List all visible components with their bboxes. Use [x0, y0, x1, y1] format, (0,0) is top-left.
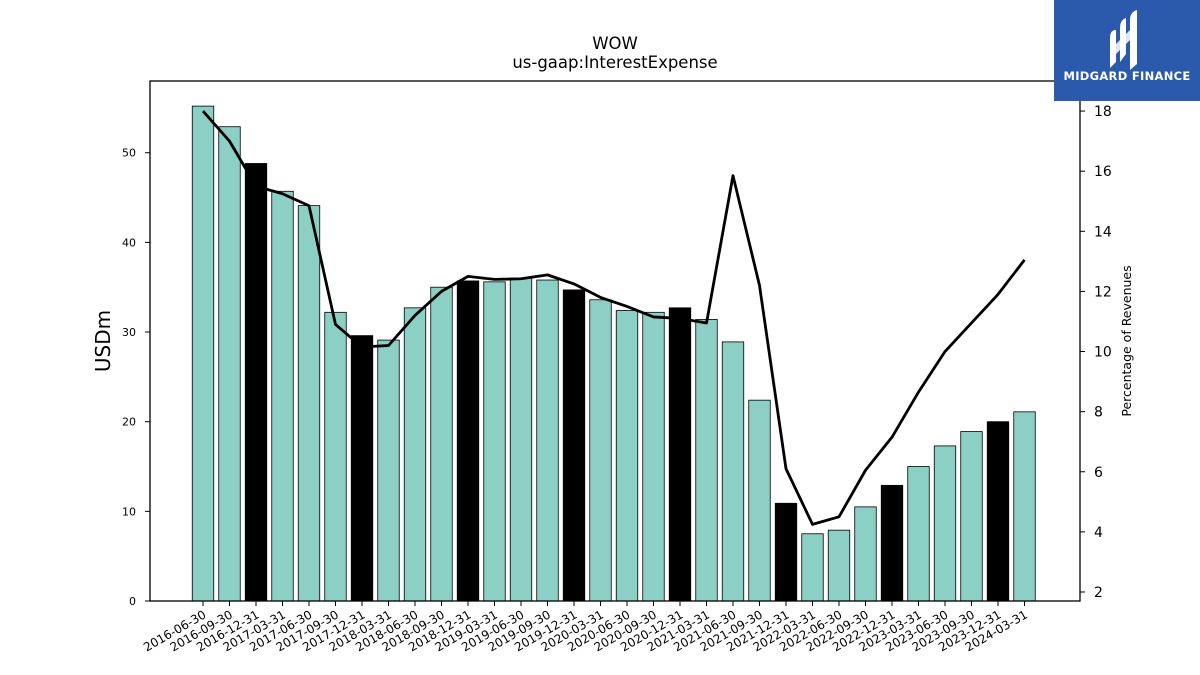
- percentage-of-revenues-line: [201, 110, 1026, 526]
- bar-2016-09-30: [218, 126, 241, 602]
- bar-2023-06-30: [933, 445, 957, 602]
- bar-2021-09-30: [748, 399, 771, 602]
- y-tick-label: 50: [122, 147, 136, 160]
- y2-tick-label: 18: [1094, 104, 1112, 120]
- bar-2020-06-30: [615, 310, 639, 602]
- y2-tick-label: 4: [1094, 525, 1103, 541]
- y2-tick-label: 14: [1094, 224, 1112, 240]
- bar-2016-06-30: [191, 105, 215, 602]
- chart-subtitle: us-gaap:InterestExpense: [512, 53, 717, 72]
- brand-name: MIDGARD FINANCE: [1063, 69, 1191, 83]
- y2-axis-label: Percentage of Revenues: [1119, 265, 1134, 416]
- bar-2020-09-30: [642, 311, 665, 602]
- y2-tick-label: 8: [1094, 405, 1103, 421]
- y2-tick-label: 12: [1094, 284, 1112, 300]
- bar-2017-03-31: [271, 190, 294, 602]
- y-axis-label: USDm: [91, 310, 115, 372]
- bar-2016-12-31: [244, 163, 268, 602]
- plot-frame: [149, 80, 1081, 602]
- y-tick-label: 30: [122, 326, 136, 339]
- y-tick-label: 40: [122, 236, 136, 249]
- bar-2022-03-31: [801, 533, 824, 602]
- bar-2023-12-31: [986, 421, 1010, 602]
- bar-2022-12-31: [880, 484, 904, 602]
- y-tick-label: 0: [129, 595, 136, 608]
- bar-2021-12-31: [774, 502, 798, 602]
- line-series: [201, 110, 1026, 526]
- bar-2024-03-31: [1013, 411, 1036, 602]
- bar-2021-06-30: [721, 341, 745, 602]
- bar-2017-12-31: [350, 335, 374, 602]
- bar-2017-06-30: [297, 205, 321, 602]
- y-tick-label: 20: [122, 416, 136, 429]
- bar-2017-09-30: [324, 311, 347, 602]
- y2-tick-label: 2: [1094, 585, 1103, 601]
- y-axis: 0 10 20 30 40 50: [122, 147, 150, 608]
- bar-2019-09-30: [536, 279, 559, 602]
- bar-2019-03-31: [483, 281, 506, 602]
- brand-logo: MIDGARD FINANCE: [1054, 0, 1200, 101]
- bar-2023-09-30: [960, 431, 983, 602]
- bar-2020-03-31: [589, 299, 612, 602]
- logo-mark-icon: [1110, 10, 1137, 70]
- bar-2019-12-31: [562, 289, 586, 602]
- bar-series: [191, 105, 1036, 602]
- y2-axis: 2 4 6 8 10 12 14 16 18: [1080, 104, 1112, 601]
- chart-title: WOW: [592, 34, 638, 53]
- bar-2019-06-30: [509, 277, 533, 602]
- bar-2018-12-31: [456, 280, 480, 602]
- y2-tick-label: 6: [1094, 465, 1103, 481]
- bar-2018-03-31: [377, 339, 400, 602]
- x-axis: 2016-06-302016-09-302016-12-312017-03-31…: [141, 601, 1030, 654]
- bar-2022-09-30: [854, 506, 877, 602]
- y2-tick-label: 10: [1094, 345, 1112, 361]
- y2-tick-label: 16: [1094, 164, 1112, 180]
- bar-2018-06-30: [403, 307, 427, 602]
- bar-2021-03-31: [695, 319, 718, 602]
- bar-2018-09-30: [430, 286, 453, 602]
- bar-2023-03-31: [907, 466, 930, 602]
- y-tick-label: 10: [122, 505, 136, 518]
- bar-2022-06-30: [827, 529, 851, 602]
- bar-2020-12-31: [668, 307, 692, 602]
